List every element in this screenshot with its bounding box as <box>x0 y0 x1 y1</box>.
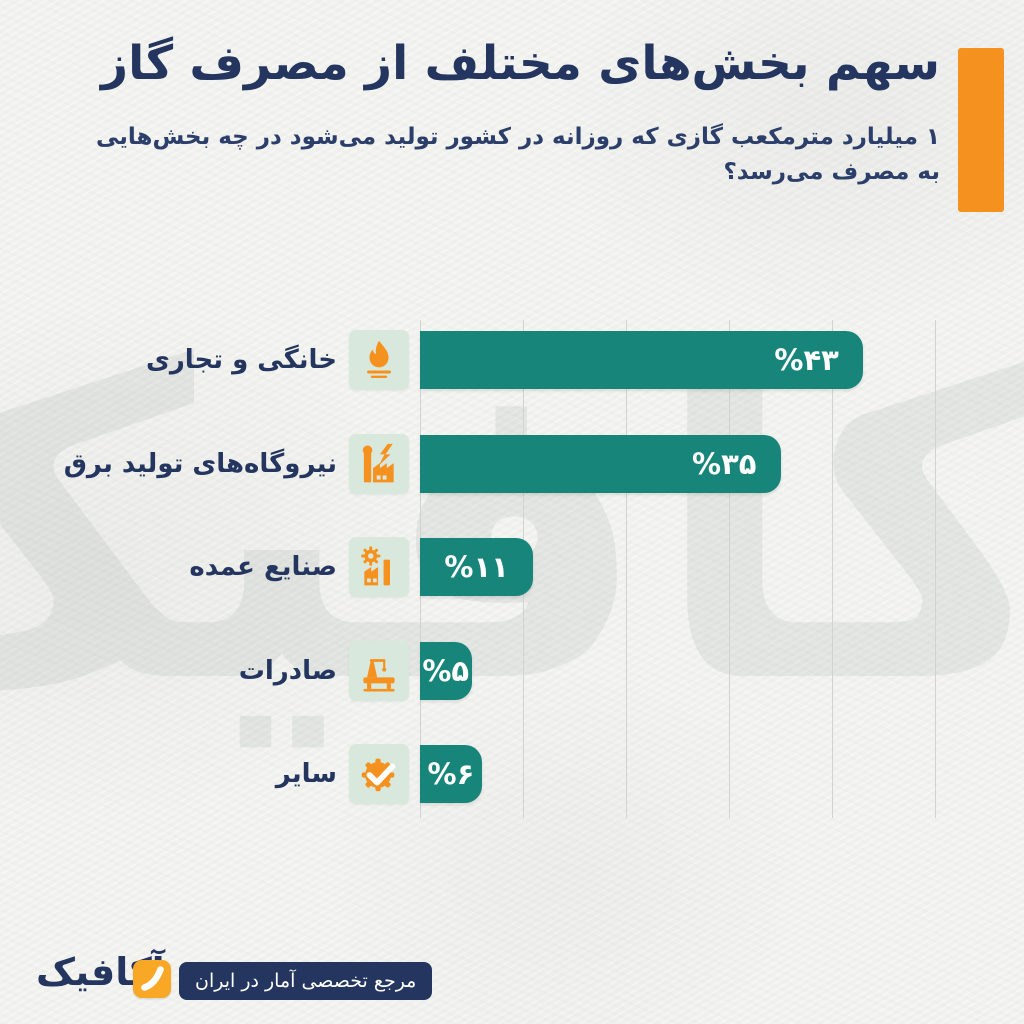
category-label: صادرات <box>238 655 337 686</box>
factory-gear-icon <box>349 537 409 597</box>
swoosh-icon <box>141 966 164 991</box>
value-label: %۳۵ <box>692 446 757 481</box>
bar: %۱۱ <box>420 538 534 596</box>
category-label: نیروگاه‌های تولید برق <box>63 448 337 479</box>
chart-row: نیروگاه‌های تولید برق %۳۵ <box>0 433 1024 494</box>
power-plant-lightning-icon <box>349 433 409 494</box>
oil-export-rig-icon <box>349 640 409 701</box>
gear-checkmark-icon <box>349 744 409 804</box>
gridline <box>626 320 627 818</box>
category-label: صنایع عمده <box>189 552 337 582</box>
gas-flame-icon <box>349 330 409 390</box>
category-label: سایر <box>275 759 337 789</box>
bar: %۶ <box>420 745 482 803</box>
value-label: %۴۳ <box>774 343 839 377</box>
value-label: %۵ <box>422 653 470 688</box>
brand-logo-mark <box>133 960 171 998</box>
page-title: سهم بخش‌های مختلف از مصرف گاز <box>101 36 940 91</box>
tagline-badge: مرجع تخصصی آمار در ایران <box>179 962 433 1000</box>
bar: %۵ <box>420 641 472 700</box>
title-accent-bar <box>958 48 1004 212</box>
bar: %۴۳ <box>420 331 863 389</box>
bar: %۳۵ <box>420 434 781 493</box>
value-label: %۶ <box>427 757 475 791</box>
category-label: خانگی و تجاری <box>145 345 337 375</box>
gridline <box>729 320 730 818</box>
subtitle-line-1: ۱ میلیارد مترمکعب گازی که روزانه در کشور… <box>96 124 940 150</box>
gridline <box>935 320 936 818</box>
page-subtitle: ۱ میلیارد مترمکعب گازی که روزانه در کشور… <box>96 120 940 190</box>
gridline <box>832 320 833 818</box>
chart-row: صنایع عمده %۱۱ <box>0 537 1024 597</box>
chart-row: صادرات %۵ <box>0 640 1024 701</box>
value-label: %۱۱ <box>444 550 509 584</box>
subtitle-line-2: به مصرف می‌رسد؟ <box>723 159 940 185</box>
chart-row: سایر %۶ <box>0 744 1024 804</box>
chart-row: خانگی و تجاری %۴۳ <box>0 330 1024 390</box>
